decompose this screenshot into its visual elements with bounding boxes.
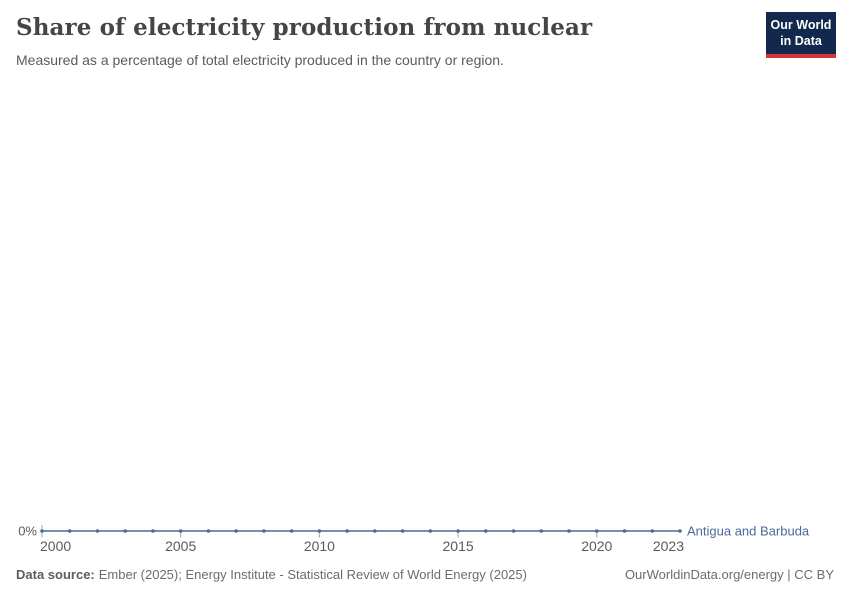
owid-logo-red-bar (766, 54, 836, 58)
owid-logo-text: Our World in Data (766, 12, 836, 54)
data-source-text: Ember (2025); Energy Institute - Statist… (98, 567, 527, 582)
x-tick-label: 2000 (40, 538, 71, 554)
owid-logo-line2: in Data (780, 33, 822, 48)
data-point[interactable] (400, 529, 405, 533)
data-source[interactable]: Data source: Ember (2025); Energy Institu… (16, 567, 527, 582)
data-point[interactable] (345, 529, 349, 533)
data-point[interactable] (262, 529, 266, 533)
data-point[interactable] (289, 529, 294, 533)
data-point[interactable] (428, 529, 433, 533)
data-source-label: Data source: (16, 567, 95, 582)
data-point[interactable] (456, 529, 460, 533)
data-point[interactable] (95, 529, 100, 533)
data-point[interactable] (373, 529, 377, 533)
data-point[interactable] (40, 529, 44, 533)
page-title: Share of electricity production from nuc… (16, 14, 593, 41)
owid-link-license[interactable]: OurWorldinData.org/energy | CC BY (624, 567, 834, 582)
owid-logo[interactable]: Our World in Data (766, 12, 836, 58)
x-tick-label: 2023 (653, 538, 684, 554)
page-subtitle: Measured as a percentage of total electr… (16, 52, 504, 68)
x-tick-label: 2020 (581, 538, 612, 554)
x-tick-label: 2010 (304, 538, 335, 554)
owid-logo-line1: Our World (770, 18, 832, 32)
data-point[interactable] (622, 529, 627, 533)
data-point[interactable] (539, 529, 544, 533)
data-point[interactable] (67, 529, 72, 533)
data-point[interactable] (317, 529, 322, 533)
data-point[interactable] (151, 529, 155, 533)
data-point[interactable] (650, 529, 655, 533)
data-point[interactable] (123, 529, 128, 533)
data-point[interactable] (178, 529, 183, 533)
chart-footer: Data source: Ember (2025); Energy Institu… (16, 567, 834, 582)
data-point[interactable] (511, 529, 516, 533)
data-point[interactable] (594, 529, 599, 533)
data-point[interactable] (484, 529, 488, 533)
x-tick-label: 2015 (443, 538, 474, 554)
data-point[interactable] (567, 529, 571, 533)
data-point[interactable] (206, 529, 211, 533)
data-point[interactable] (234, 529, 238, 533)
x-tick-label: 2005 (165, 538, 196, 554)
y-tick-label: 0% (18, 524, 37, 539)
series-label: Antigua and Barbuda (687, 524, 810, 539)
data-point[interactable] (678, 529, 682, 533)
